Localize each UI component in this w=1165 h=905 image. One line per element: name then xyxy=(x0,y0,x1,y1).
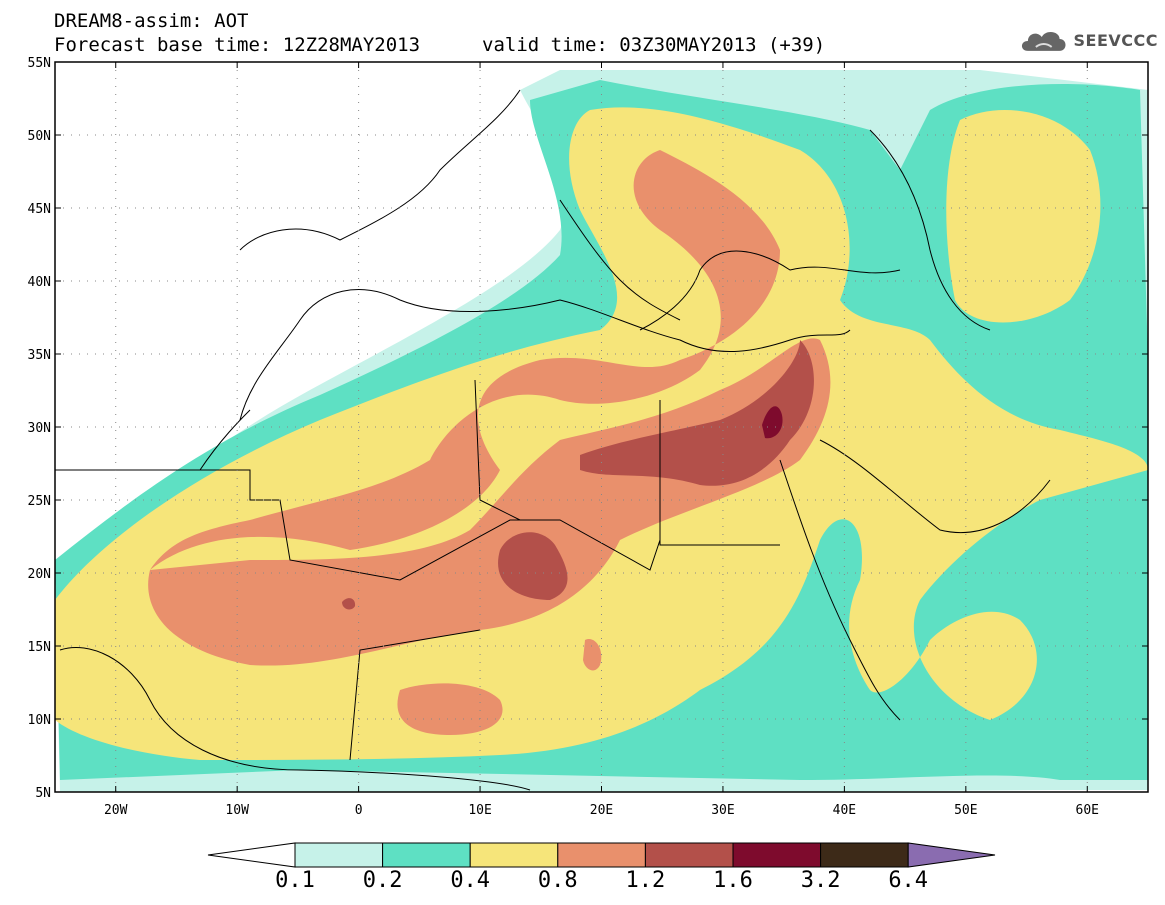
colorbar-label: 0.1 xyxy=(275,868,315,893)
lon-label: 50E xyxy=(954,803,977,818)
colorbar xyxy=(207,842,996,868)
lon-label: 60E xyxy=(1076,803,1099,818)
lat-label: 30N xyxy=(28,421,51,436)
colorbar-segment xyxy=(644,842,734,868)
aot-band-0.8 xyxy=(397,683,503,735)
colorbar-label: 0.8 xyxy=(537,868,578,893)
lon-label: 10E xyxy=(468,803,491,818)
coastlines xyxy=(55,89,1051,791)
lat-label: 20N xyxy=(28,567,51,582)
aot-band-1.2 xyxy=(580,340,814,486)
latitude-labels: 55N 50N 45N 40N 35N 30N 25N 20N 15N 10N 5N xyxy=(28,56,51,801)
lat-label: 35N xyxy=(28,348,51,363)
colorbar-segment xyxy=(469,842,559,868)
lon-label: 20W xyxy=(104,803,128,818)
colorbar-segment xyxy=(820,842,909,868)
seevccc-logo: SEEVCCC xyxy=(1018,22,1158,58)
aot-band-1.2 xyxy=(342,598,356,610)
aot-band-1.2 xyxy=(498,532,568,600)
aot-band-0.8 xyxy=(148,150,831,666)
cloud-icon xyxy=(1021,31,1066,51)
valid-time-label: valid time: 03Z30MAY2013 (+39) xyxy=(482,34,826,56)
colorbar-segment xyxy=(294,842,384,868)
chart-title: DREAM8-assim: AOT xyxy=(54,10,249,32)
colorbar-label: 3.2 xyxy=(800,868,841,893)
aot-band-0.4 xyxy=(946,110,1101,323)
lat-label: 15N xyxy=(28,640,51,655)
graticule xyxy=(55,62,1148,792)
lon-label: 0 xyxy=(355,803,363,818)
colorbar-label: 1.2 xyxy=(625,868,666,893)
lat-label: 40N xyxy=(28,275,51,290)
lat-label: 45N xyxy=(28,202,51,217)
colorbar-segment xyxy=(382,842,471,868)
lon-label: 20E xyxy=(590,803,613,818)
lon-label: 10W xyxy=(225,803,249,818)
lat-label: 25N xyxy=(28,494,51,509)
base-time-label: Forecast base time: 12Z28MAY2013 xyxy=(54,34,421,56)
logo-text: SEEVCCC xyxy=(1073,30,1158,50)
colorbar-label: 0.4 xyxy=(450,868,491,893)
aot-band-1.6 xyxy=(762,406,783,439)
lat-label: 10N xyxy=(28,713,51,728)
colorbar-segment xyxy=(557,842,646,868)
longitude-labels: 20W 10W 0 10E 20E 30E 40E 50E 60E xyxy=(104,803,1099,818)
axis-ticks xyxy=(55,61,1148,793)
aot-band-0.8 xyxy=(583,639,602,671)
lat-label: 5N xyxy=(35,786,51,801)
lat-label: 55N xyxy=(28,56,51,71)
colorbar-label: 0.2 xyxy=(362,868,403,893)
colorbar-label: 1.6 xyxy=(713,868,753,893)
lon-label: 30E xyxy=(711,803,734,818)
lon-label: 40E xyxy=(833,803,856,818)
colorbar-label: 6.4 xyxy=(888,868,929,893)
lat-label: 50N xyxy=(28,129,51,144)
colorbar-segment xyxy=(732,842,822,868)
colorbar-arrow-high xyxy=(907,842,996,868)
colorbar-arrow-low xyxy=(207,842,296,868)
